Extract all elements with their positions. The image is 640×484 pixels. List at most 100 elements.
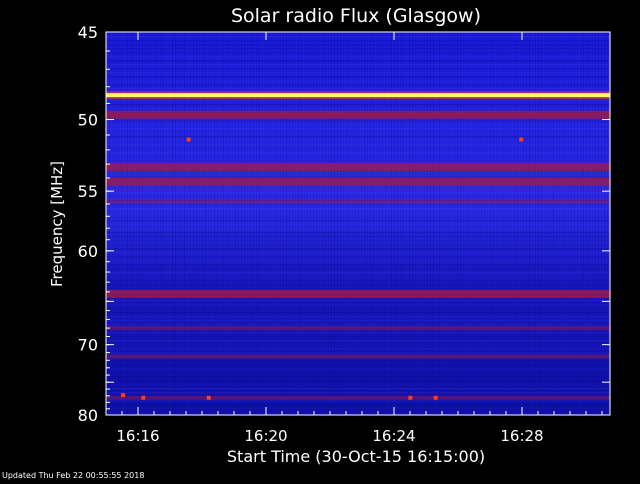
texture-column: [544, 32, 545, 415]
texture-column: [121, 32, 122, 415]
texture-row: [106, 76, 610, 78]
emission-band: [106, 354, 610, 359]
texture-row: [106, 248, 610, 250]
texture-column: [523, 32, 524, 415]
texture-column: [271, 32, 272, 415]
texture-column: [292, 32, 293, 415]
texture-column: [388, 32, 389, 415]
texture-row: [106, 404, 610, 406]
texture-column: [274, 32, 275, 415]
texture-column: [559, 32, 560, 415]
texture-row: [106, 68, 610, 70]
x-tick-label: 16:20: [244, 427, 287, 445]
emission-band: [106, 326, 610, 331]
texture-column: [115, 32, 116, 415]
texture-row: [106, 136, 610, 138]
texture-column: [298, 32, 299, 415]
burst-spot: [408, 395, 413, 400]
texture-column: [592, 32, 593, 415]
texture-row: [106, 352, 610, 354]
texture-column: [253, 32, 254, 415]
emission-band: [106, 177, 610, 186]
texture-column: [496, 32, 497, 415]
updated-timestamp: Updated Thu Feb 22 00:55:55 2018: [2, 471, 144, 480]
texture-row: [106, 224, 610, 226]
texture-column: [223, 32, 224, 415]
texture-column: [349, 32, 350, 415]
texture-column: [283, 32, 284, 415]
texture-column: [595, 32, 596, 415]
texture-column: [250, 32, 251, 415]
y-tick-label: 45: [78, 23, 98, 42]
emission-band: [106, 395, 610, 400]
emission-band: [106, 110, 610, 119]
texture-row: [106, 72, 610, 74]
texture-column: [406, 32, 407, 415]
texture-column: [493, 32, 494, 415]
texture-row: [106, 332, 610, 334]
y-axis: 45 50 55 60 70 80: [78, 23, 610, 425]
texture-column: [460, 32, 461, 415]
texture-column: [403, 32, 404, 415]
texture-row: [106, 228, 610, 230]
texture-row: [106, 236, 610, 238]
texture-column: [286, 32, 287, 415]
texture-column: [208, 32, 209, 415]
texture-column: [151, 32, 152, 415]
texture-column: [229, 32, 230, 415]
texture-column: [400, 32, 401, 415]
texture-row: [106, 344, 610, 346]
texture-row: [106, 276, 610, 278]
texture-row: [106, 388, 610, 390]
emission-bands: [106, 91, 610, 400]
texture-column: [127, 32, 128, 415]
texture-column: [421, 32, 422, 415]
texture-column: [145, 32, 146, 415]
texture-column: [259, 32, 260, 415]
texture-column: [568, 32, 569, 415]
texture-column: [130, 32, 131, 415]
texture-column: [337, 32, 338, 415]
plot-frame: [105, 31, 611, 416]
texture-row: [106, 56, 610, 58]
texture-column: [601, 32, 602, 415]
texture-column: [571, 32, 572, 415]
texture-column: [478, 32, 479, 415]
texture-row: [106, 104, 610, 106]
texture-column: [370, 32, 371, 415]
emission-band: [106, 199, 610, 204]
texture-row: [106, 280, 610, 282]
texture-column: [295, 32, 296, 415]
texture-column: [598, 32, 599, 415]
texture-row: [106, 260, 610, 262]
texture-column: [172, 32, 173, 415]
texture-column: [190, 32, 191, 415]
texture-column: [511, 32, 512, 415]
y-tick-label: 50: [78, 111, 98, 130]
texture-column: [232, 32, 233, 415]
texture-column: [415, 32, 416, 415]
texture-column: [328, 32, 329, 415]
texture-column: [214, 32, 215, 415]
texture-column: [565, 32, 566, 415]
y-tick-label: 55: [78, 182, 98, 201]
texture-column: [379, 32, 380, 415]
texture-column: [220, 32, 221, 415]
burst-spot: [519, 137, 524, 142]
texture-column: [448, 32, 449, 415]
texture-column: [505, 32, 506, 415]
texture-column: [325, 32, 326, 415]
texture-column: [322, 32, 323, 415]
texture-column: [517, 32, 518, 415]
texture-column: [382, 32, 383, 415]
texture-column: [607, 32, 608, 415]
texture-column: [535, 32, 536, 415]
burst-spots: [121, 137, 524, 400]
burst-spot: [121, 393, 126, 398]
texture-column: [277, 32, 278, 415]
burst-spot: [206, 395, 211, 400]
texture-row: [106, 244, 610, 246]
texture-column: [562, 32, 563, 415]
texture-column: [157, 32, 158, 415]
emission-band: [106, 162, 610, 171]
